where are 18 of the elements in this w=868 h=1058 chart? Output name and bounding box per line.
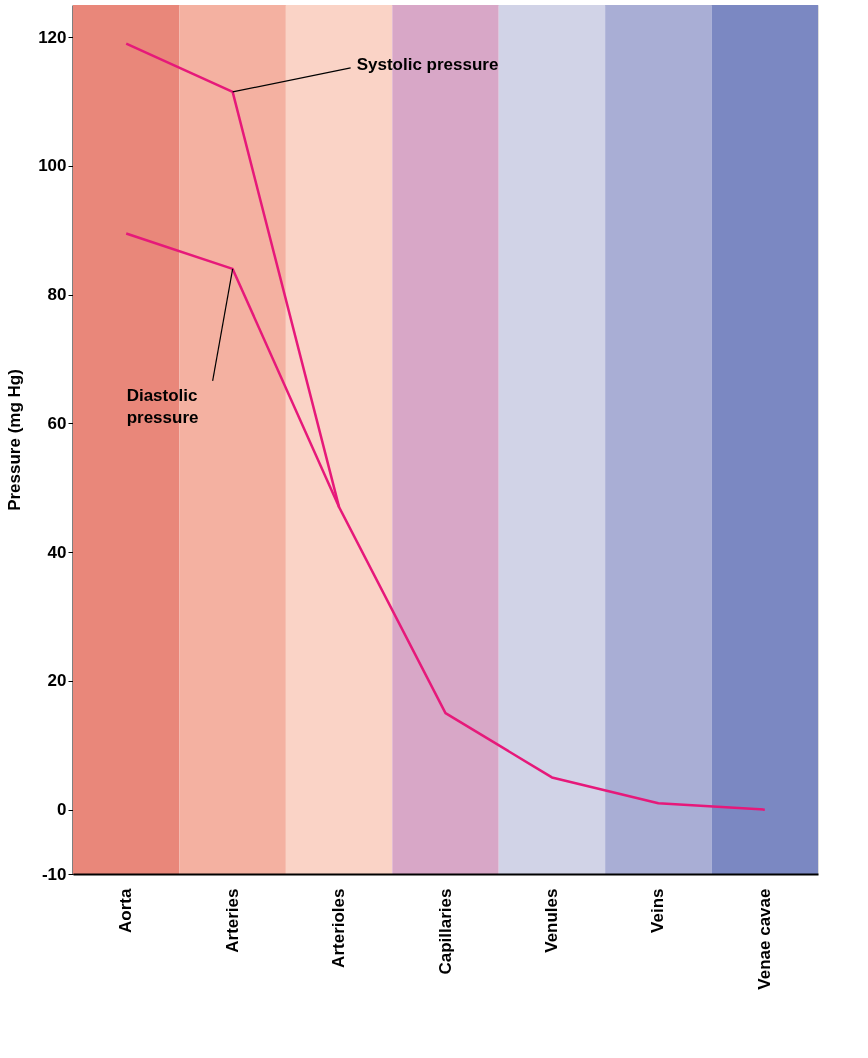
y-tick-label: 0: [57, 800, 67, 820]
y-tick-label: 40: [47, 542, 67, 562]
annotation: Diastolic pressure: [126, 385, 199, 427]
y-tick-label: 80: [47, 285, 67, 305]
x-tick-label: Arterioles: [329, 888, 349, 968]
y-tick-label: 120: [38, 27, 67, 47]
annotation: Systolic pressure: [356, 54, 499, 74]
x-tick-label: Arteries: [222, 888, 242, 953]
y-axis-title: Pressure (mg Hg): [5, 369, 25, 511]
y-tick-label: 100: [38, 156, 67, 176]
x-tick-label: Veins: [648, 888, 668, 933]
x-tick-label: Capillaries: [435, 888, 455, 975]
x-tick-label: Aorta: [116, 887, 136, 933]
x-tick-label: Venae cavae: [754, 888, 774, 990]
x-tick-label: Venules: [541, 888, 561, 953]
y-tick-label: 20: [47, 671, 67, 691]
y-tick-label: -10: [41, 864, 67, 884]
y-tick-label: 60: [47, 413, 67, 433]
